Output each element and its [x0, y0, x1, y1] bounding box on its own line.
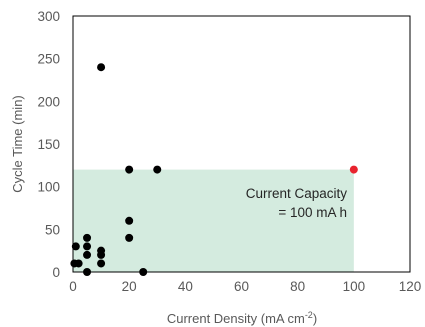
- x-axis-title-main: Current Density (mA cm: [167, 311, 305, 326]
- shaded-capacity-region: [73, 169, 354, 272]
- x-tick-label: 20: [122, 279, 137, 294]
- y-tick-label: 250: [37, 52, 60, 67]
- x-tick-label: 120: [399, 279, 422, 294]
- data-point: [97, 259, 106, 268]
- highlight-data-point: [349, 165, 358, 174]
- data-point: [97, 63, 106, 72]
- plot-frame: [72, 15, 411, 273]
- x-axis-title-superscript: -2: [305, 310, 313, 320]
- data-points: [70, 63, 358, 276]
- data-point: [83, 233, 92, 242]
- data-point: [83, 250, 92, 259]
- y-tick-label: 0: [52, 265, 60, 280]
- y-axis-ticks: 0 50 100 150 200 250 300: [37, 9, 60, 280]
- y-tick-label: 100: [37, 180, 60, 195]
- y-axis-title: Cycle Time (min): [10, 95, 25, 193]
- x-tick-label: 100: [343, 279, 366, 294]
- x-axis-ticks: 0 20 40 60 80 100 120: [69, 279, 421, 294]
- x-tick-label: 80: [290, 279, 305, 294]
- data-point: [153, 165, 162, 174]
- data-point: [74, 259, 83, 268]
- data-point: [97, 250, 106, 259]
- y-tick-label: 50: [45, 222, 60, 237]
- y-tick-label: 300: [37, 9, 60, 24]
- y-tick-label: 200: [37, 94, 60, 109]
- y-tick-label: 150: [37, 137, 60, 152]
- x-tick-label: 0: [69, 279, 77, 294]
- data-point: [83, 242, 92, 251]
- data-point: [125, 216, 134, 225]
- data-point: [125, 165, 134, 174]
- x-axis-title-close: ): [313, 311, 317, 326]
- x-tick-label: 40: [178, 279, 193, 294]
- x-axis-title: Current Density (mA cm-2): [167, 310, 317, 326]
- data-point: [125, 233, 134, 242]
- data-point: [71, 242, 80, 251]
- x-tick-label: 60: [234, 279, 249, 294]
- annotation-line-2: = 100 mA h: [278, 205, 347, 220]
- annotation-line-1: Current Capacity: [246, 186, 348, 201]
